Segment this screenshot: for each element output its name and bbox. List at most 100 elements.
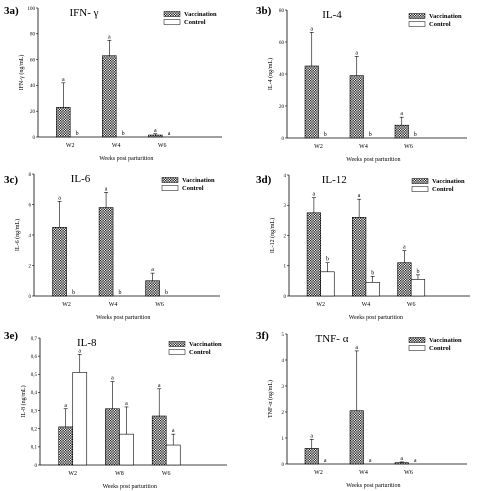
significance-label: b <box>76 131 79 137</box>
x-category-label: W6 <box>158 143 167 149</box>
bar-vaccination <box>306 212 321 297</box>
y-tick-label: 0,2 <box>31 428 38 433</box>
chart-panel-6: 3f) TNF- α 0 1 2 3 4 5 TNF-α (ng/mL) Weeks post p… <box>256 330 467 489</box>
y-axis-label: IL-6 (ng/mL) <box>14 219 21 251</box>
x-category-label: W6 <box>404 470 413 476</box>
y-tick-label: 0,5 <box>31 373 38 378</box>
y-tick-label: 1 <box>282 437 285 442</box>
legend-swatch-control <box>168 349 186 355</box>
x-category-label: W2 <box>316 302 325 308</box>
bar-control <box>320 271 335 297</box>
legend-entry: Vaccination <box>429 337 462 344</box>
significance-label: a <box>355 345 358 351</box>
y-tick-label: 80 <box>279 9 285 14</box>
significance-label: a <box>324 458 327 464</box>
bar-vaccination <box>394 124 409 139</box>
bar-control <box>365 282 380 297</box>
y-tick-label: 2 <box>284 234 287 239</box>
bar-vaccination <box>52 227 67 297</box>
y-tick-label: 2 <box>282 411 285 416</box>
chart-title: TNF- α <box>316 333 349 345</box>
y-tick-label: 60 <box>279 41 285 46</box>
y-tick-label: 4 <box>284 174 287 179</box>
x-category-label: W8 <box>115 471 124 477</box>
significance-label: a <box>400 456 403 462</box>
bar-vaccination <box>352 217 367 297</box>
bar-control <box>72 372 88 466</box>
y-tick-label: 6 <box>29 203 32 208</box>
significance-label: a <box>400 111 403 117</box>
y-tick-label: 0 <box>35 464 38 469</box>
legend-swatch-control <box>408 21 426 27</box>
legend-entry: Control <box>429 21 451 28</box>
significance-label: a <box>108 34 111 40</box>
chart-panel-5: 3e) IL-8 0 0,1 0,2 0,3 0,4 0,5 0,6 0,7 IL-8 (ng/mL… <box>4 330 227 490</box>
x-category-label: W4 <box>112 143 121 149</box>
bar-vaccination <box>304 448 319 465</box>
chart-title: IL-6 <box>71 173 91 185</box>
y-axis-label: IL-12 (ng/mL) <box>269 218 276 253</box>
legend-swatch-vaccination <box>411 178 429 184</box>
x-category-label: W6 <box>155 302 164 308</box>
x-category-label: W4 <box>109 302 118 308</box>
significance-label: a <box>310 26 313 32</box>
significance-label: b <box>324 132 327 138</box>
significance-label: a <box>64 403 67 409</box>
x-axis-label: Weeks post parturition <box>349 315 403 321</box>
y-tick-label: 100 <box>28 7 36 12</box>
significance-label: a <box>151 267 154 273</box>
y-tick-label: 60 <box>30 58 36 63</box>
legend-entry: Vaccination <box>429 13 462 20</box>
x-category-label: W4 <box>359 470 368 476</box>
legend-swatch-control <box>408 345 426 351</box>
legend-entry: Vaccination <box>189 341 222 348</box>
significance-label: a <box>414 458 417 464</box>
significance-label: a <box>78 348 81 354</box>
bar-control <box>119 433 134 466</box>
x-axis-label: Weeks post parturition <box>103 484 157 490</box>
significance-label: a <box>358 193 361 199</box>
x-category-label: W6 <box>162 471 171 477</box>
y-tick-label: 0,4 <box>31 391 38 396</box>
y-tick-label: 4 <box>29 234 32 239</box>
y-axis-label: IFN-γ (ng/mL) <box>18 55 25 91</box>
chart-title: IL-8 <box>77 337 97 349</box>
y-axis-label: IL-8 (ng/mL) <box>20 385 27 417</box>
y-axis-label: IL-4 (ng/mL) <box>267 58 274 90</box>
significance-label: a <box>369 458 372 464</box>
significance-label: a <box>172 428 175 434</box>
bar-vaccination <box>151 415 167 466</box>
y-tick-label: 0 <box>29 295 32 300</box>
legend-entry: Control <box>432 186 454 193</box>
bar-control <box>165 444 181 466</box>
significance-label: a <box>158 383 161 389</box>
legend-entry: Control <box>182 185 204 192</box>
bar-vaccination <box>304 65 319 139</box>
bar-vaccination <box>56 107 71 138</box>
x-axis-label: Weeks post parturition <box>99 156 153 162</box>
panel-label: 3a) <box>4 5 19 17</box>
significance-label: a <box>58 195 61 201</box>
significance-label: a <box>355 50 358 56</box>
chart-title: IL-12 <box>322 174 347 186</box>
legend-swatch-vaccination <box>408 13 426 19</box>
legend-swatch-vaccination <box>161 177 179 183</box>
bar-vaccination <box>145 280 160 297</box>
significance-label: a <box>168 131 171 137</box>
legend-swatch-control <box>411 186 429 192</box>
legend-swatch-vaccination <box>408 337 426 343</box>
legend-entry: Control <box>429 345 451 352</box>
x-category-label: W2 <box>314 144 323 150</box>
bar-vaccination <box>349 410 364 465</box>
significance-label: b <box>326 257 329 263</box>
significance-label: a <box>111 376 114 382</box>
significance-label: a <box>105 186 108 192</box>
bar-vaccination <box>397 262 412 297</box>
significance-label: a <box>62 77 65 83</box>
y-tick-label: 0 <box>282 463 285 468</box>
y-tick-label: 40 <box>279 73 285 78</box>
legend-entry: Control <box>189 349 211 356</box>
legend-entry: Vaccination <box>432 178 465 185</box>
legend-swatch-vaccination <box>168 341 186 347</box>
bar-vaccination <box>102 55 117 138</box>
